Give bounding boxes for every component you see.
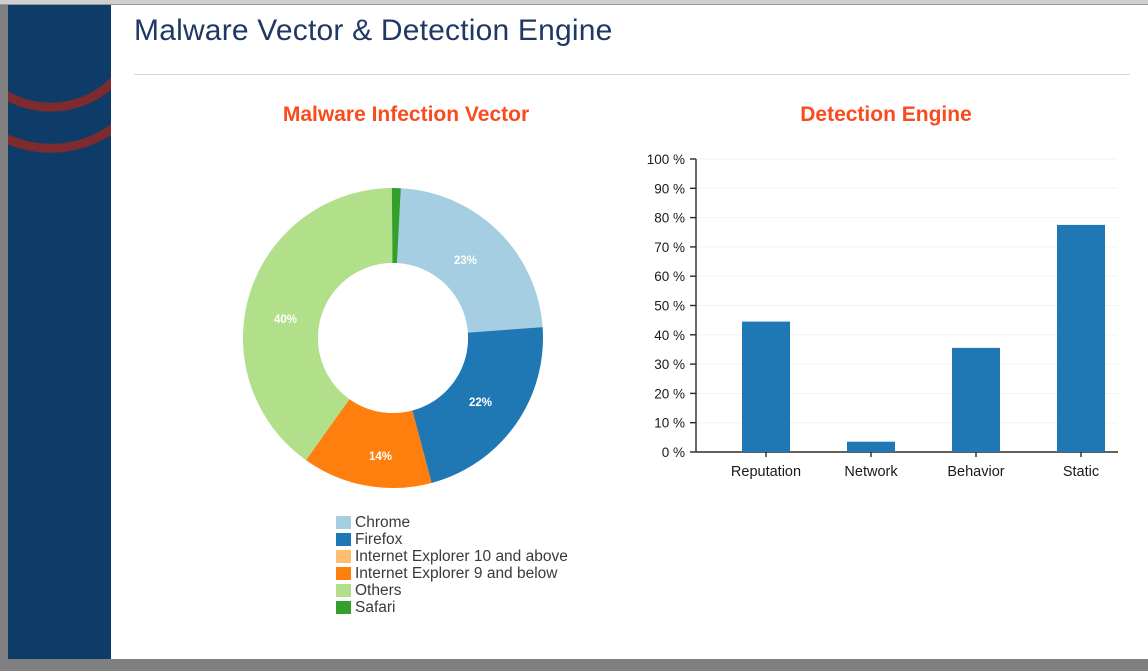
donut-label-others: 40%: [274, 314, 298, 326]
y-tick-label-30: 30 %: [654, 357, 685, 372]
legend-label-others: Others: [355, 582, 402, 599]
y-tick-label-0: 0 %: [662, 445, 685, 460]
legend-label-ie9-and-below: Internet Explorer 9 and below: [355, 565, 558, 582]
donut-center-hole: [318, 263, 468, 413]
bar-static[interactable]: [1057, 224, 1105, 452]
legend-swatch-others: [336, 584, 351, 597]
bar-chart-title: Detection Engine: [800, 103, 972, 126]
legend-swatch-ie10-and-above: [336, 550, 351, 563]
report-page: Malware Vector & Detection Engine Malwar…: [8, 5, 1148, 659]
y-tick-label-50: 50 %: [654, 299, 685, 314]
window-top-strip: [0, 0, 1148, 5]
detection-engine-panel: Detection Engine: [636, 89, 1136, 509]
sidebar-decorative-banner: [8, 5, 111, 659]
legend-swatch-safari: [336, 601, 351, 614]
bar-chart-svg: 0 % 10 % 20 % 30 % 40 % 50 % 60 % 70 % 8…: [647, 152, 1118, 480]
malware-infection-vector-panel: Malware Infection Vector: [191, 89, 621, 629]
bar-reputation[interactable]: [742, 321, 790, 452]
legend-label-safari: Safari: [355, 599, 396, 616]
legend-label-firefox: Firefox: [355, 531, 403, 548]
y-tick-label-70: 70 %: [654, 240, 685, 255]
y-tick-label-60: 60 %: [654, 269, 685, 284]
bar-chart-y-ticks: [690, 158, 696, 453]
title-divider: [134, 74, 1130, 75]
y-tick-label-20: 20 %: [654, 386, 685, 401]
legend-item-firefox[interactable]: Firefox: [336, 531, 568, 548]
legend-item-safari[interactable]: Safari: [336, 599, 568, 616]
donut-slice-ie9-and-below[interactable]: [243, 188, 543, 488]
donut-slice-firefox[interactable]: [243, 188, 543, 488]
x-tick-label-behavior: Behavior: [947, 464, 1004, 480]
bar-network[interactable]: [847, 441, 895, 452]
pie-legend: Chrome Firefox Internet Explorer 10 and …: [336, 514, 568, 616]
donut-chart-svg: [243, 188, 543, 488]
x-tick-label-reputation: Reputation: [731, 464, 801, 480]
bar-behavior[interactable]: [952, 347, 1000, 452]
legend-item-others[interactable]: Others: [336, 582, 568, 599]
donut-chart: 23% 22% 14% 40%: [243, 188, 543, 488]
legend-swatch-firefox: [336, 533, 351, 546]
y-tick-label-80: 80 %: [654, 211, 685, 226]
bar-chart-x-ticks: [765, 452, 1082, 457]
legend-label-ie10-and-above: Internet Explorer 10 and above: [355, 548, 568, 565]
donut-slice-others[interactable]: [243, 188, 543, 488]
donut-label-ie9: 14%: [369, 451, 393, 463]
donut-label-firefox: 22%: [469, 397, 493, 409]
donut-label-chrome: 23%: [454, 255, 478, 267]
sidebar-fill: [8, 155, 111, 659]
page-title: Malware Vector & Detection Engine: [134, 14, 613, 47]
legend-item-ie9-and-below[interactable]: Internet Explorer 9 and below: [336, 565, 568, 582]
y-tick-label-10: 10 %: [654, 416, 685, 431]
legend-label-chrome: Chrome: [355, 514, 411, 531]
y-tick-label-40: 40 %: [654, 328, 685, 343]
x-tick-label-static: Static: [1063, 464, 1099, 480]
legend-swatch-chrome: [336, 516, 351, 529]
content-area: Malware Vector & Detection Engine Malwar…: [111, 5, 1148, 659]
pie-chart-title: Malware Infection Vector: [282, 103, 530, 126]
legend-item-ie10-and-above[interactable]: Internet Explorer 10 and above: [336, 548, 568, 565]
y-tick-label-90: 90 %: [654, 181, 685, 196]
donut-slice-safari[interactable]: [243, 188, 543, 488]
legend-item-chrome[interactable]: Chrome: [336, 514, 568, 531]
legend-swatch-ie9-and-below: [336, 567, 351, 580]
bar-series: [742, 224, 1105, 452]
bar-chart: 0 % 10 % 20 % 30 % 40 % 50 % 60 % 70 % 8…: [636, 145, 1136, 505]
x-tick-label-network: Network: [844, 464, 898, 480]
y-tick-label-100: 100 %: [647, 152, 685, 167]
